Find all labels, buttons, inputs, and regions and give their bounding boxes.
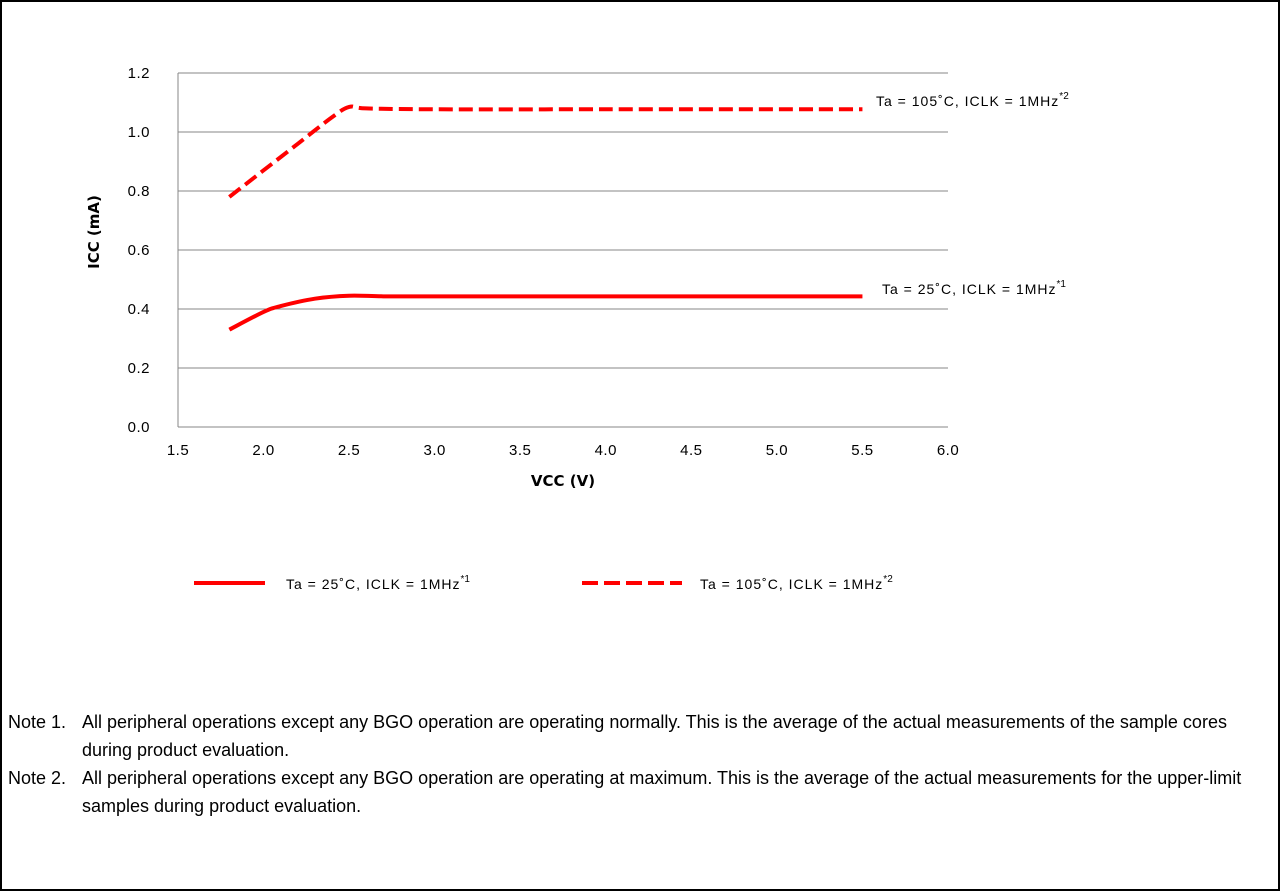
legend-label: Ta = 105˚C, ICLK = 1MHz*2 bbox=[700, 574, 893, 592]
legend-label-text: Ta = 105˚C, ICLK = 1MHz bbox=[700, 576, 883, 592]
x-tick-label: 2.5 bbox=[338, 442, 360, 459]
grid-lines bbox=[178, 72, 948, 369]
x-tick-label: 5.0 bbox=[766, 442, 788, 459]
legend-label-superscript: *2 bbox=[883, 574, 893, 585]
y-axis-title: ICC (mA) bbox=[85, 195, 103, 269]
y-tick-label: 0.4 bbox=[128, 301, 150, 318]
legend-label-text: Ta = 25˚C, ICLK = 1MHz bbox=[286, 576, 461, 592]
y-tick-label: 1.2 bbox=[128, 65, 150, 82]
x-tick-label: 3.0 bbox=[423, 442, 445, 459]
y-tick-label: 0.0 bbox=[128, 419, 150, 436]
x-tick-label: 1.5 bbox=[167, 442, 189, 459]
series-label: Ta = 25˚C, ICLK = 1MHz*1 bbox=[882, 279, 1066, 297]
legend-label-superscript: *1 bbox=[461, 574, 471, 585]
y-tick-label: 0.6 bbox=[128, 242, 150, 259]
series-lines bbox=[228, 104, 863, 332]
series-line-105c bbox=[228, 104, 863, 199]
x-tick-label: 2.0 bbox=[252, 442, 274, 459]
x-axis-title: VCC (V) bbox=[531, 472, 595, 490]
note-label: Note 1. bbox=[8, 712, 67, 732]
series-label-text: Ta = 105˚C, ICLK = 1MHz bbox=[876, 93, 1059, 109]
note-2: Note 2. All peripheral operations except… bbox=[8, 764, 1268, 820]
note-text: All peripheral operations except any BGO… bbox=[82, 712, 1227, 760]
series-line-25c bbox=[228, 293, 863, 332]
note-text: All peripheral operations except any BGO… bbox=[82, 768, 1242, 816]
y-tick-label: 0.8 bbox=[128, 183, 150, 200]
x-tick-label: 3.5 bbox=[509, 442, 531, 459]
labels: Ta = 25˚C, ICLK = 1MHz*1Ta = 25˚C, ICLK … bbox=[194, 91, 1069, 592]
x-tick-label: 6.0 bbox=[937, 442, 959, 459]
note-label: Note 2. bbox=[8, 768, 67, 788]
x-tick-label: 4.0 bbox=[595, 442, 617, 459]
note-1: Note 1. All peripheral operations except… bbox=[8, 708, 1268, 764]
y-tick-label: 0.2 bbox=[128, 360, 150, 377]
series-label-text: Ta = 25˚C, ICLK = 1MHz bbox=[882, 281, 1057, 297]
notes: Note 1. All peripheral operations except… bbox=[8, 708, 1268, 820]
x-tick-label: 4.5 bbox=[680, 442, 702, 459]
series-label-superscript: *2 bbox=[1059, 91, 1069, 102]
legend-label: Ta = 25˚C, ICLK = 1MHz*1 bbox=[286, 574, 470, 592]
series-label-superscript: *1 bbox=[1057, 279, 1067, 290]
axes: 0.0 0.2 0.4 0.6 0.8 1.0 1.2 1.5 2.0 2.5 3.0 3.5 4.0 4… bbox=[85, 65, 959, 490]
x-tick-label: 5.5 bbox=[851, 442, 873, 459]
series-label: Ta = 105˚C, ICLK = 1MHz*2 bbox=[876, 91, 1069, 109]
y-tick-label: 1.0 bbox=[128, 124, 150, 141]
